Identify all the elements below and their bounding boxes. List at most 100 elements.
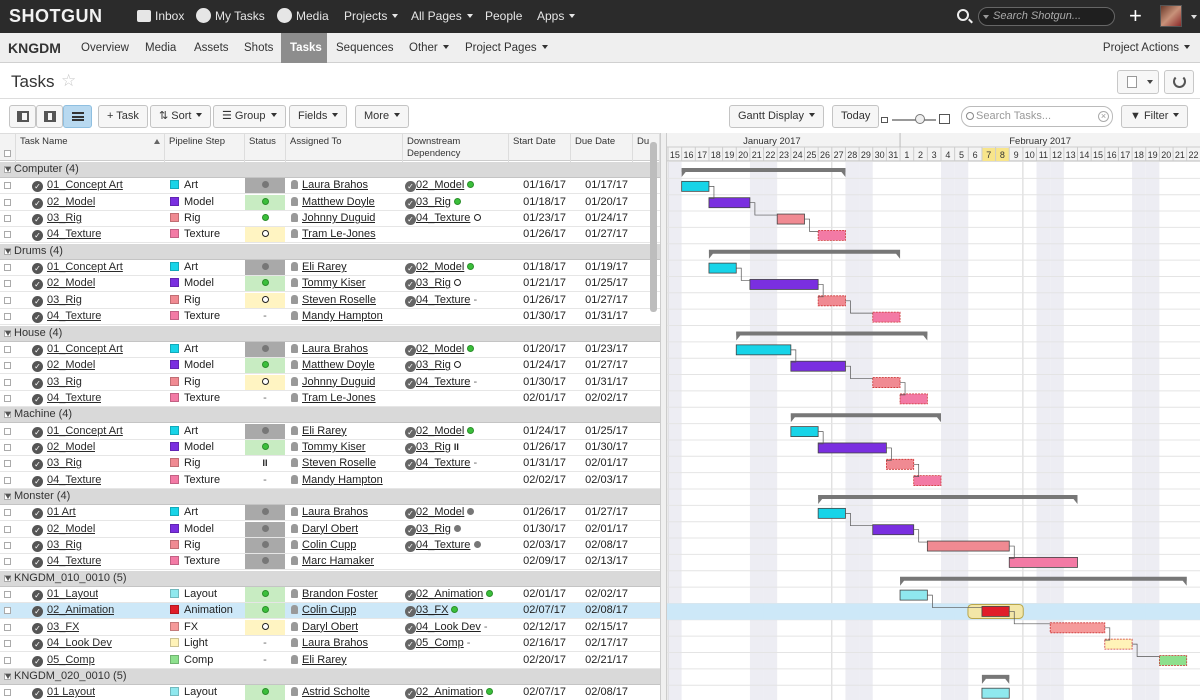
- start-date[interactable]: 02/02/17: [523, 473, 566, 486]
- collapse-triangle-icon[interactable]: [5, 330, 11, 336]
- checkbox[interactable]: [4, 150, 11, 157]
- status-cell[interactable]: [245, 211, 285, 226]
- start-date[interactable]: 01/24/17: [523, 359, 566, 372]
- status-cell[interactable]: [245, 260, 285, 276]
- tab-sequences[interactable]: Sequences: [336, 42, 394, 54]
- status-cell[interactable]: [245, 587, 285, 603]
- status-cell[interactable]: [245, 374, 285, 390]
- dependency-link[interactable]: 03_Rig: [416, 359, 451, 372]
- row-checkbox[interactable]: [4, 231, 11, 239]
- assignee-link[interactable]: Laura Brahos: [302, 342, 369, 355]
- assignee-link[interactable]: Laura Brahos: [302, 506, 369, 519]
- due-date[interactable]: 01/31/17: [585, 310, 628, 323]
- status-cell[interactable]: II: [245, 456, 285, 471]
- table-row[interactable]: ✓ 03_Rig Rig II Steven Roselle ✓ 04_Texture -0…: [0, 456, 660, 473]
- tab-assets[interactable]: Assets: [194, 42, 229, 54]
- table-row[interactable]: ✓ 02_Model Model Matthew Doyle ✓ 03_Rig 01/24…: [0, 358, 660, 375]
- task-bar[interactable]: [1104, 638, 1133, 650]
- page-menu-button[interactable]: [1117, 70, 1159, 94]
- start-date[interactable]: 01/18/17: [523, 195, 566, 208]
- nav-inbox[interactable]: Inbox: [137, 0, 184, 33]
- row-checkbox[interactable]: [4, 525, 11, 533]
- tab-project-pages[interactable]: Project Pages: [456, 33, 557, 63]
- task-bar[interactable]: [817, 230, 846, 241]
- due-date[interactable]: 02/08/17: [585, 604, 628, 617]
- col-start-date[interactable]: Start Date: [509, 134, 571, 162]
- due-date[interactable]: 02/21/17: [585, 653, 628, 666]
- due-date[interactable]: 02/13/17: [585, 555, 628, 568]
- table-row[interactable]: ✓ 03_Rig Rig Johnny Duguid ✓ 04_Texture -01/3…: [0, 374, 660, 391]
- task-name-link[interactable]: 01_Concept Art: [47, 424, 123, 437]
- start-date[interactable]: 01/26/17: [523, 506, 566, 519]
- assignee-link[interactable]: Eli Rarey: [302, 653, 347, 666]
- due-date[interactable]: 02/02/17: [585, 588, 628, 601]
- dependency-link[interactable]: 03_FX: [416, 604, 449, 617]
- due-date[interactable]: 01/23/17: [585, 342, 628, 355]
- table-row[interactable]: ✓ 01_Concept Art Art Laura Brahos ✓ 02_Model …: [0, 341, 660, 358]
- row-checkbox[interactable]: [4, 362, 11, 370]
- task-name-link[interactable]: 03_Rig: [47, 457, 82, 470]
- group-row[interactable]: Drums (4): [0, 243, 660, 260]
- refresh-button[interactable]: [1164, 70, 1194, 94]
- assignee-link[interactable]: Marc Hamaker: [302, 555, 375, 568]
- tab-other[interactable]: Other: [400, 33, 458, 63]
- filter-button[interactable]: ▼ Filter: [1121, 105, 1189, 128]
- due-date[interactable]: 01/20/17: [585, 195, 628, 208]
- start-date[interactable]: 02/20/17: [523, 653, 566, 666]
- row-checkbox[interactable]: [4, 476, 11, 484]
- assignee-link[interactable]: Eli Rarey: [302, 261, 347, 274]
- due-date[interactable]: 01/27/17: [585, 359, 628, 372]
- collapse-triangle-icon[interactable]: [5, 167, 11, 172]
- table-row[interactable]: ✓ 04_Texture Texture - Tram Le-Jones 02/01/17…: [0, 391, 660, 407]
- task-name-link[interactable]: 02_Model: [47, 440, 96, 453]
- row-checkbox[interactable]: [4, 378, 11, 386]
- due-date[interactable]: 01/31/17: [585, 375, 628, 388]
- assignee-link[interactable]: Tram Le-Jones: [302, 391, 376, 404]
- task-bar[interactable]: [776, 213, 805, 225]
- task-name-link[interactable]: 04_Texture: [47, 310, 102, 323]
- task-bar[interactable]: [981, 606, 1010, 617]
- chevron-down-icon[interactable]: [1191, 15, 1197, 19]
- summary-bar[interactable]: [900, 576, 1187, 581]
- due-date[interactable]: 02/01/17: [585, 522, 628, 535]
- task-bar[interactable]: [790, 426, 819, 438]
- due-date[interactable]: 02/08/17: [585, 686, 628, 699]
- table-row[interactable]: ✓ 03_FX FX Daryl Obert ✓ 04_Look Dev -02/12/1…: [0, 619, 660, 636]
- row-checkbox[interactable]: [4, 215, 11, 223]
- table-row[interactable]: ✓ 03_Rig Rig Johnny Duguid ✓ 04_Texture 01/23…: [0, 211, 660, 228]
- due-date[interactable]: 02/08/17: [585, 539, 628, 552]
- row-checkbox[interactable]: [4, 394, 11, 402]
- status-cell[interactable]: [245, 292, 285, 308]
- summary-bar[interactable]: [681, 168, 846, 172]
- task-name-link[interactable]: 02_Model: [47, 277, 96, 290]
- status-cell[interactable]: [245, 619, 285, 635]
- row-checkbox[interactable]: [4, 264, 11, 272]
- task-name-link[interactable]: 01 Layout: [47, 686, 96, 699]
- add-task-button[interactable]: + Task: [98, 105, 148, 128]
- task-bar[interactable]: [681, 180, 710, 192]
- due-date[interactable]: 02/15/17: [585, 620, 628, 633]
- assignee-link[interactable]: Colin Cupp: [302, 604, 357, 617]
- table-row[interactable]: ✓ 01_Concept Art Art Eli Rarey ✓ 02_Model 01/…: [0, 260, 660, 277]
- nav-apps[interactable]: Apps: [537, 0, 576, 33]
- row-checkbox[interactable]: [4, 443, 11, 451]
- status-cell[interactable]: [245, 439, 285, 455]
- dependency-link[interactable]: 03_Rig: [416, 277, 451, 290]
- table-row[interactable]: ✓ 03_Rig Rig Colin Cupp ✓ 04_Texture 02/03/17…: [0, 538, 660, 555]
- row-checkbox[interactable]: [4, 296, 11, 304]
- status-cell[interactable]: -: [245, 309, 285, 324]
- status-cell[interactable]: [245, 603, 285, 619]
- tab-overview[interactable]: Overview: [81, 42, 129, 54]
- user-avatar[interactable]: [1160, 5, 1182, 27]
- grid-gantt-splitter[interactable]: [660, 133, 667, 700]
- due-date[interactable]: 01/27/17: [585, 506, 628, 519]
- task-name-link[interactable]: 04_Texture: [47, 555, 102, 568]
- dependency-link[interactable]: 02_Model: [416, 424, 465, 437]
- status-cell[interactable]: [245, 358, 285, 374]
- clear-search-icon[interactable]: ×: [1098, 111, 1109, 122]
- collapse-triangle-icon[interactable]: [5, 575, 11, 581]
- more-button[interactable]: More: [355, 105, 410, 128]
- view-mode-list-button[interactable]: [63, 105, 92, 128]
- assignee-link[interactable]: Tommy Kiser: [302, 277, 366, 290]
- collapse-triangle-icon[interactable]: [5, 248, 11, 254]
